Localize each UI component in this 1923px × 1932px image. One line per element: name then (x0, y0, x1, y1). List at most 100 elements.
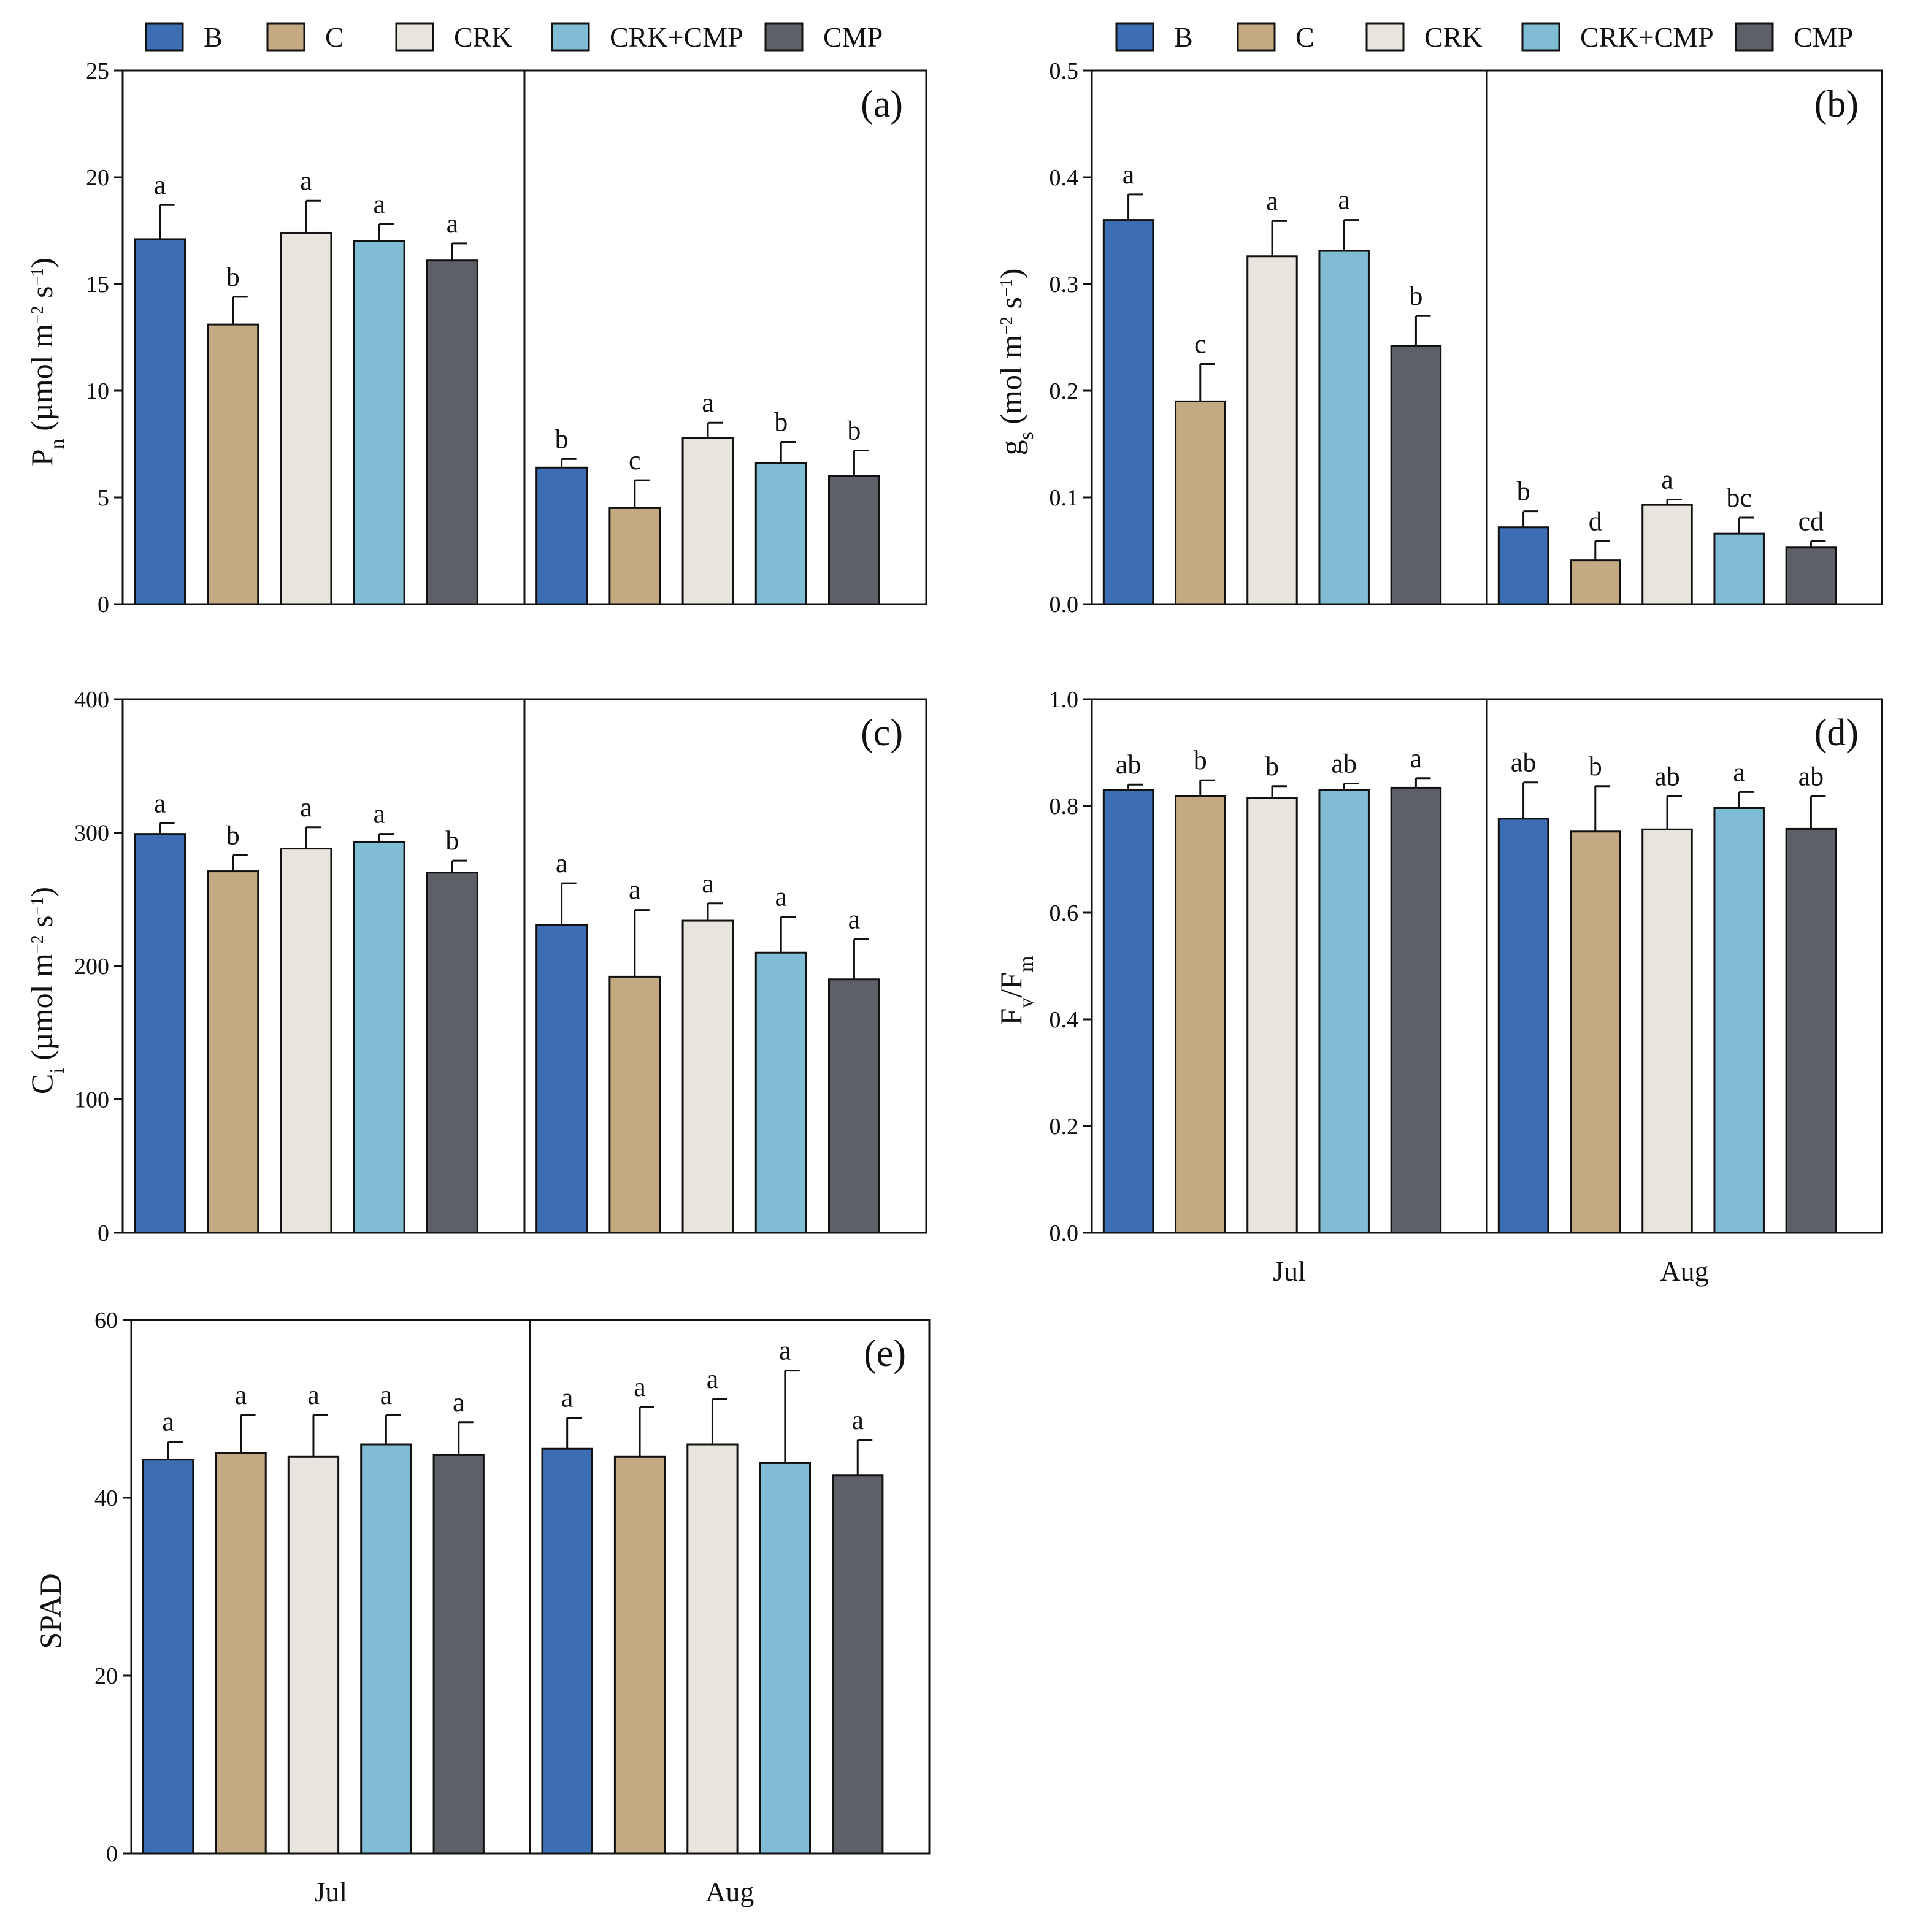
panel-letter: (a) (861, 83, 903, 125)
chart-panel-c: 0 100 200 300 400 Ci (µmol m−2 s−1) a b a a b a a a a a… (25, 687, 927, 1246)
bar-crk-cmp-jul (360, 1443, 412, 1855)
y-tick-label: 0.4 (1050, 1007, 1079, 1033)
y-tick-label: 0.0 (1050, 1221, 1079, 1246)
y-tick-label: 200 (74, 954, 109, 979)
y-axis-title-part: −1 (28, 268, 47, 286)
significance-letter: a (556, 848, 568, 878)
significance-letter: a (307, 1380, 320, 1410)
legend-label-crk-cmp: CRK+CMP (610, 21, 743, 53)
legend-swatch-crk (1365, 22, 1405, 52)
bar-crk-cmp-jul (1318, 250, 1370, 605)
legend-label-cmp: CMP (1794, 21, 1853, 53)
significance-letter: b (1517, 477, 1530, 507)
legend-label-crk-cmp: CRK+CMP (1580, 21, 1714, 53)
bar-crk-cmp-jul (353, 240, 405, 605)
y-axis-title-part: F (994, 1008, 1028, 1025)
significance-letter: a (1338, 185, 1350, 215)
x-category-label: Aug (1660, 1255, 1708, 1287)
y-tick-label: 60 (94, 1308, 118, 1333)
y-tick-label: 0.2 (1050, 378, 1079, 404)
y-tick-label: 0.1 (1050, 485, 1079, 511)
significance-letter: a (775, 882, 787, 912)
significance-letter: a (702, 388, 714, 418)
y-axis-title-part: ) (994, 269, 1028, 279)
significance-letter: a (373, 799, 385, 829)
y-axis-title-part: SPAD (33, 1573, 67, 1649)
significance-letter: a (1123, 159, 1135, 190)
legend-top-left: B C CRK CRK+CMP CMP (145, 21, 883, 53)
legend-label-c: C (1295, 21, 1315, 53)
y-axis-title-part: −2 (28, 935, 47, 953)
y-axis-title-part: g (994, 440, 1028, 455)
significance-letter: a (779, 1336, 791, 1366)
significance-letter: a (702, 868, 714, 899)
bar-crk-cmp-jul (1318, 789, 1370, 1234)
legend-label-crk: CRK (1424, 21, 1483, 53)
panel-letter: (d) (1814, 712, 1859, 754)
significance-letter: b (1589, 751, 1602, 781)
significance-letter: b (445, 826, 459, 856)
y-axis-title-part: i (46, 1068, 69, 1073)
y-tick-label: 0.3 (1050, 272, 1079, 297)
bar-b-aug (1497, 818, 1549, 1234)
bar-cmp-aug (832, 1474, 884, 1855)
bar-crk-aug (686, 1443, 739, 1855)
significance-letter: c (629, 445, 641, 475)
bar-crk-jul (1246, 797, 1298, 1234)
y-tick-label: 1.0 (1050, 687, 1079, 713)
y-axis-title-part: /F (994, 972, 1028, 998)
legend-swatch-c (266, 22, 305, 52)
significance-letter: a (848, 905, 861, 935)
y-tick-label: 0.0 (1050, 592, 1079, 618)
significance-letter: b (226, 262, 240, 292)
significance-letter: a (1266, 186, 1278, 216)
bar-b-jul (142, 1459, 194, 1855)
panel-letter: (e) (864, 1333, 906, 1374)
bar-cmp-aug (827, 475, 880, 605)
y-axis-title-part: v (1015, 998, 1038, 1008)
y-axis-title-part: −2 (997, 316, 1016, 335)
y-axis-title-part: s (994, 297, 1028, 316)
y-tick-label: 20 (86, 165, 109, 191)
legend-label-cmp: CMP (823, 21, 883, 53)
y-tick-label: 0.8 (1050, 794, 1079, 819)
y-axis-title-part: −2 (28, 305, 47, 324)
significance-letter: b (774, 407, 788, 437)
significance-letter: ab (1654, 761, 1680, 791)
bar-cmp-jul (1390, 786, 1442, 1234)
legend-swatch-c (1237, 22, 1276, 52)
y-axis-title: Pn (µmol m−2 s−1) (25, 258, 69, 466)
significance-letter: ab (1798, 761, 1824, 791)
y-tick-label: 100 (74, 1087, 109, 1113)
y-tick-label: 0 (98, 592, 109, 618)
significance-letter: b (1194, 745, 1207, 775)
y-tick-label: 10 (86, 378, 109, 404)
bar-cmp-aug (1785, 546, 1837, 605)
chart-panel-d: 0.0 0.2 0.4 0.6 0.8 1.0 Fv/Fm ab b b ab a Jul ab b ab a a… (994, 687, 1883, 1287)
bar-crk-cmp-aug (1713, 532, 1765, 605)
significance-letter: ab (1331, 748, 1357, 778)
y-tick-label: 15 (86, 272, 109, 297)
y-axis-title-part: −1 (997, 278, 1016, 297)
y-tick-label: 300 (74, 821, 109, 846)
significance-letter: b (555, 424, 569, 454)
bar-b-aug (1497, 526, 1549, 605)
bar-crk-jul (287, 1455, 340, 1855)
bar-crk-aug (681, 437, 734, 605)
significance-letter: a (1733, 757, 1745, 787)
bar-cmp-aug (827, 978, 880, 1234)
significance-letter: a (162, 1407, 174, 1437)
bar-c-aug (613, 1455, 666, 1855)
significance-letter: b (847, 415, 861, 445)
legend-top-right: B C CRK CRK+CMP CMP (1115, 21, 1853, 53)
significance-letter: c (1194, 329, 1207, 359)
bar-c-aug (1570, 559, 1621, 605)
bar-crk-aug (1641, 504, 1693, 605)
bar-b-jul (1102, 219, 1154, 605)
significance-letter: a (154, 170, 166, 200)
significance-letter: b (1409, 281, 1422, 311)
significance-letter: a (707, 1364, 719, 1394)
y-axis-title-part: s (1015, 432, 1038, 440)
bar-c-jul (1175, 795, 1226, 1234)
y-tick-label: 0 (106, 1841, 118, 1867)
